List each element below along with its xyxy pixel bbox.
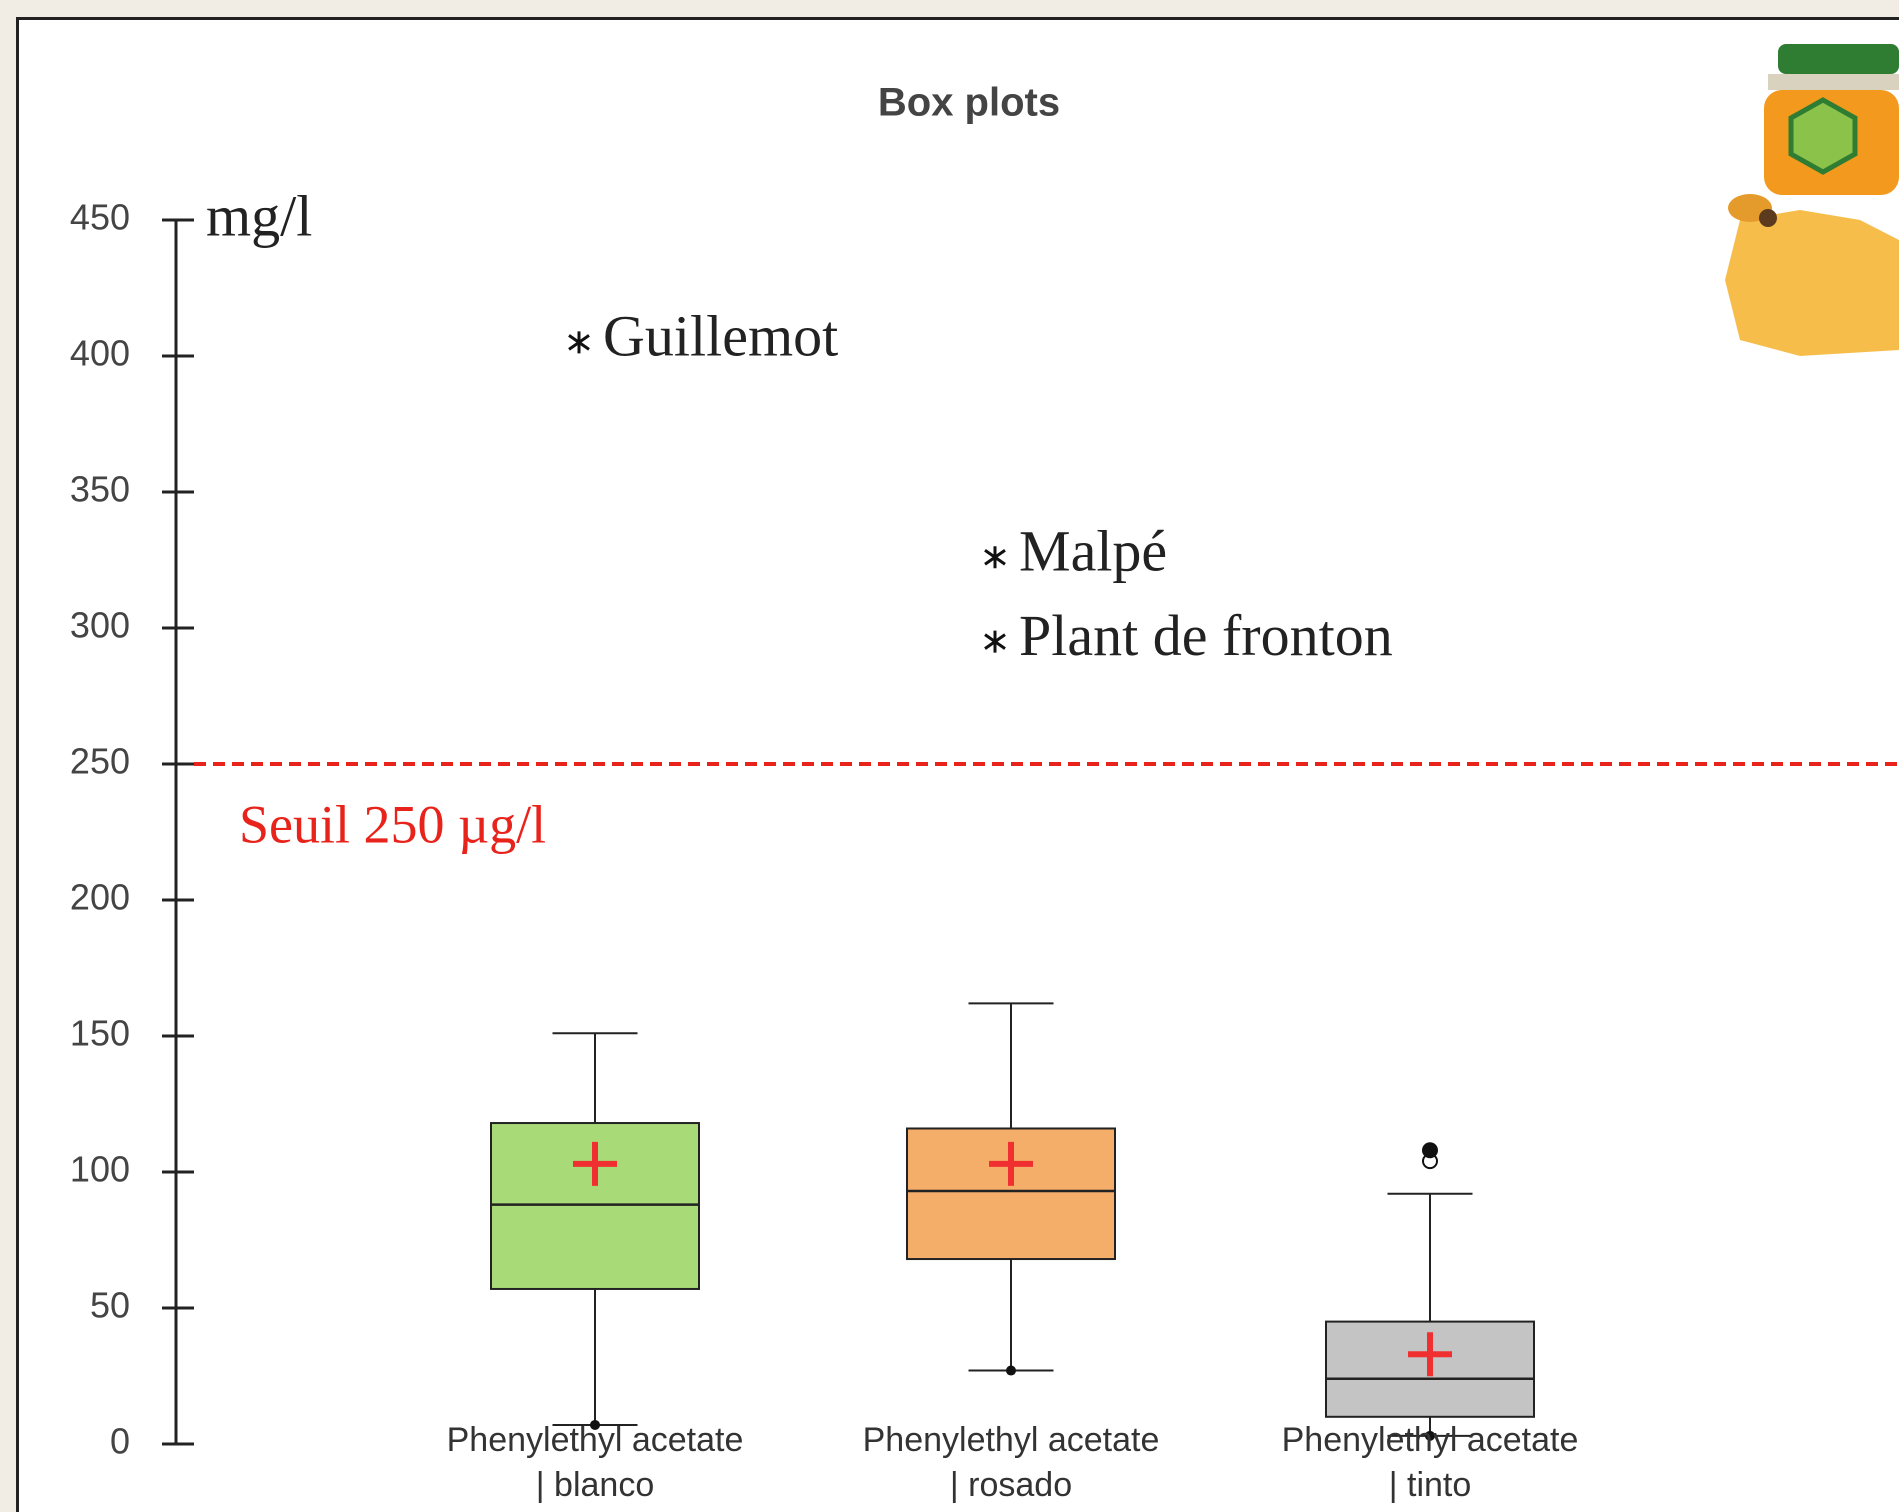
outlier [1422,1153,1438,1170]
outlier-star [984,630,1006,653]
mean-marker [1408,1332,1452,1377]
x-tick-label: Phenylethyl acetate | rosado [862,1421,1160,1504]
y-tick-label: 150 [70,1013,130,1054]
x-tick-label: Phenylethyl acetate | tinto [1281,1421,1579,1504]
chart-title: Box plots [878,81,1060,125]
outlier-label: Guillemot [603,304,838,369]
whisker-min-dot [1425,1430,1435,1441]
mean-marker [989,1141,1033,1186]
x-tick-label: Phenylethyl acetate | blanco [446,1421,744,1504]
y-tick-label: 250 [70,741,130,782]
y-tick-label: 400 [70,333,130,374]
y-tick-label: 50 [90,1285,130,1326]
y-tick-label: 100 [70,1149,130,1190]
y-tick-label: 200 [70,877,130,918]
y-tick-label: 450 [70,197,130,238]
threshold-label: Seuil 250 µg/l [239,794,546,854]
y-tick-label: 0 [110,1421,130,1462]
outlier-star [984,546,1006,569]
whisker-min-dot [1006,1365,1016,1376]
outlier-label: Malpé [1019,519,1167,584]
y-unit: mg/l [206,183,312,248]
outlier-label: Plant de fronton [1019,603,1393,668]
y-tick-label: 350 [70,469,130,510]
honey-icon [1725,44,1899,356]
whisker-min-dot [590,1419,600,1430]
outlier-star [568,331,590,354]
y-tick-label: 300 [70,605,130,646]
outlier [1422,1142,1438,1159]
mean-marker [573,1141,617,1186]
